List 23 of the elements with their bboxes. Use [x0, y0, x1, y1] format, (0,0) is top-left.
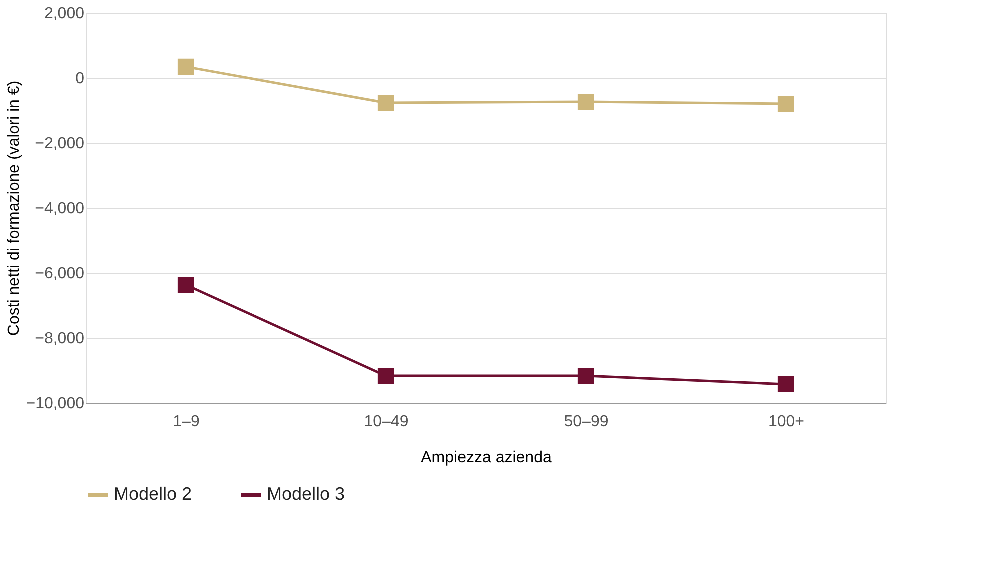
legend-label: Modello 2	[114, 484, 192, 504]
y-axis-title: Costi netti di formazione (valori in €)	[6, 80, 24, 336]
point	[378, 368, 394, 384]
x-tick-label: 1–9	[173, 414, 200, 430]
x-tick-label: 50–99	[564, 414, 609, 430]
y-tick-label: −2,000	[35, 136, 85, 152]
x-tick-label: 100+	[768, 414, 805, 430]
y-tick-label: −8,000	[35, 330, 85, 348]
y-tick-label: −6,000	[35, 266, 85, 282]
point	[178, 276, 194, 294]
x-tick-label: 10–49	[364, 414, 409, 430]
point	[578, 94, 594, 110]
point	[178, 58, 194, 76]
y-tick-label: −4,000	[35, 200, 85, 218]
point	[378, 94, 394, 112]
y-tick-label: 0	[76, 70, 85, 88]
point	[778, 96, 794, 112]
point	[778, 376, 794, 393]
y-tick-label: 2,000	[44, 6, 85, 22]
x-axis-title: Ampiezza azienda	[421, 450, 552, 466]
y-tick-label: −10,000	[26, 396, 85, 412]
legend-label: Modello 3	[267, 484, 346, 504]
point	[578, 368, 594, 384]
